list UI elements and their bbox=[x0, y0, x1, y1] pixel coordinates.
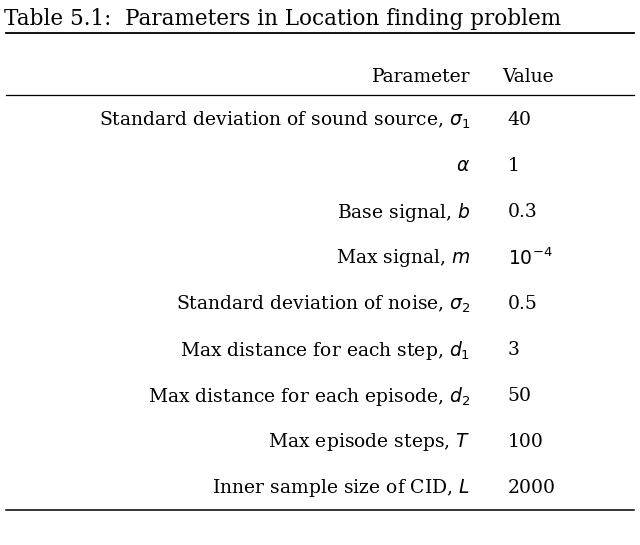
Text: Standard deviation of sound source, $\sigma_1$: Standard deviation of sound source, $\si… bbox=[99, 110, 470, 131]
Text: Parameter: Parameter bbox=[372, 68, 470, 86]
Text: $\alpha$: $\alpha$ bbox=[456, 157, 470, 175]
Text: Base signal, $b$: Base signal, $b$ bbox=[337, 201, 470, 223]
Text: Max distance for each step, $d_1$: Max distance for each step, $d_1$ bbox=[180, 338, 470, 361]
Text: Max signal, $m$: Max signal, $m$ bbox=[336, 247, 470, 269]
Text: Value: Value bbox=[502, 68, 554, 86]
Text: Max distance for each episode, $d_2$: Max distance for each episode, $d_2$ bbox=[147, 385, 470, 408]
Text: 40: 40 bbox=[508, 111, 531, 129]
Text: 50: 50 bbox=[508, 387, 531, 405]
Text: $10^{-4}$: $10^{-4}$ bbox=[508, 247, 552, 269]
Text: 2000: 2000 bbox=[508, 479, 556, 497]
Text: Max episode steps, $T$: Max episode steps, $T$ bbox=[268, 431, 470, 453]
Text: Inner sample size of CID, $L$: Inner sample size of CID, $L$ bbox=[212, 477, 470, 499]
Text: 0.3: 0.3 bbox=[508, 203, 537, 221]
Text: Table 5.1:  Parameters in Location finding problem: Table 5.1: Parameters in Location findin… bbox=[4, 8, 561, 30]
Text: 0.5: 0.5 bbox=[508, 295, 538, 313]
Text: Standard deviation of noise, $\sigma_2$: Standard deviation of noise, $\sigma_2$ bbox=[176, 293, 470, 314]
Text: 1: 1 bbox=[508, 157, 520, 175]
Text: 3: 3 bbox=[508, 341, 520, 359]
Text: 100: 100 bbox=[508, 433, 543, 451]
